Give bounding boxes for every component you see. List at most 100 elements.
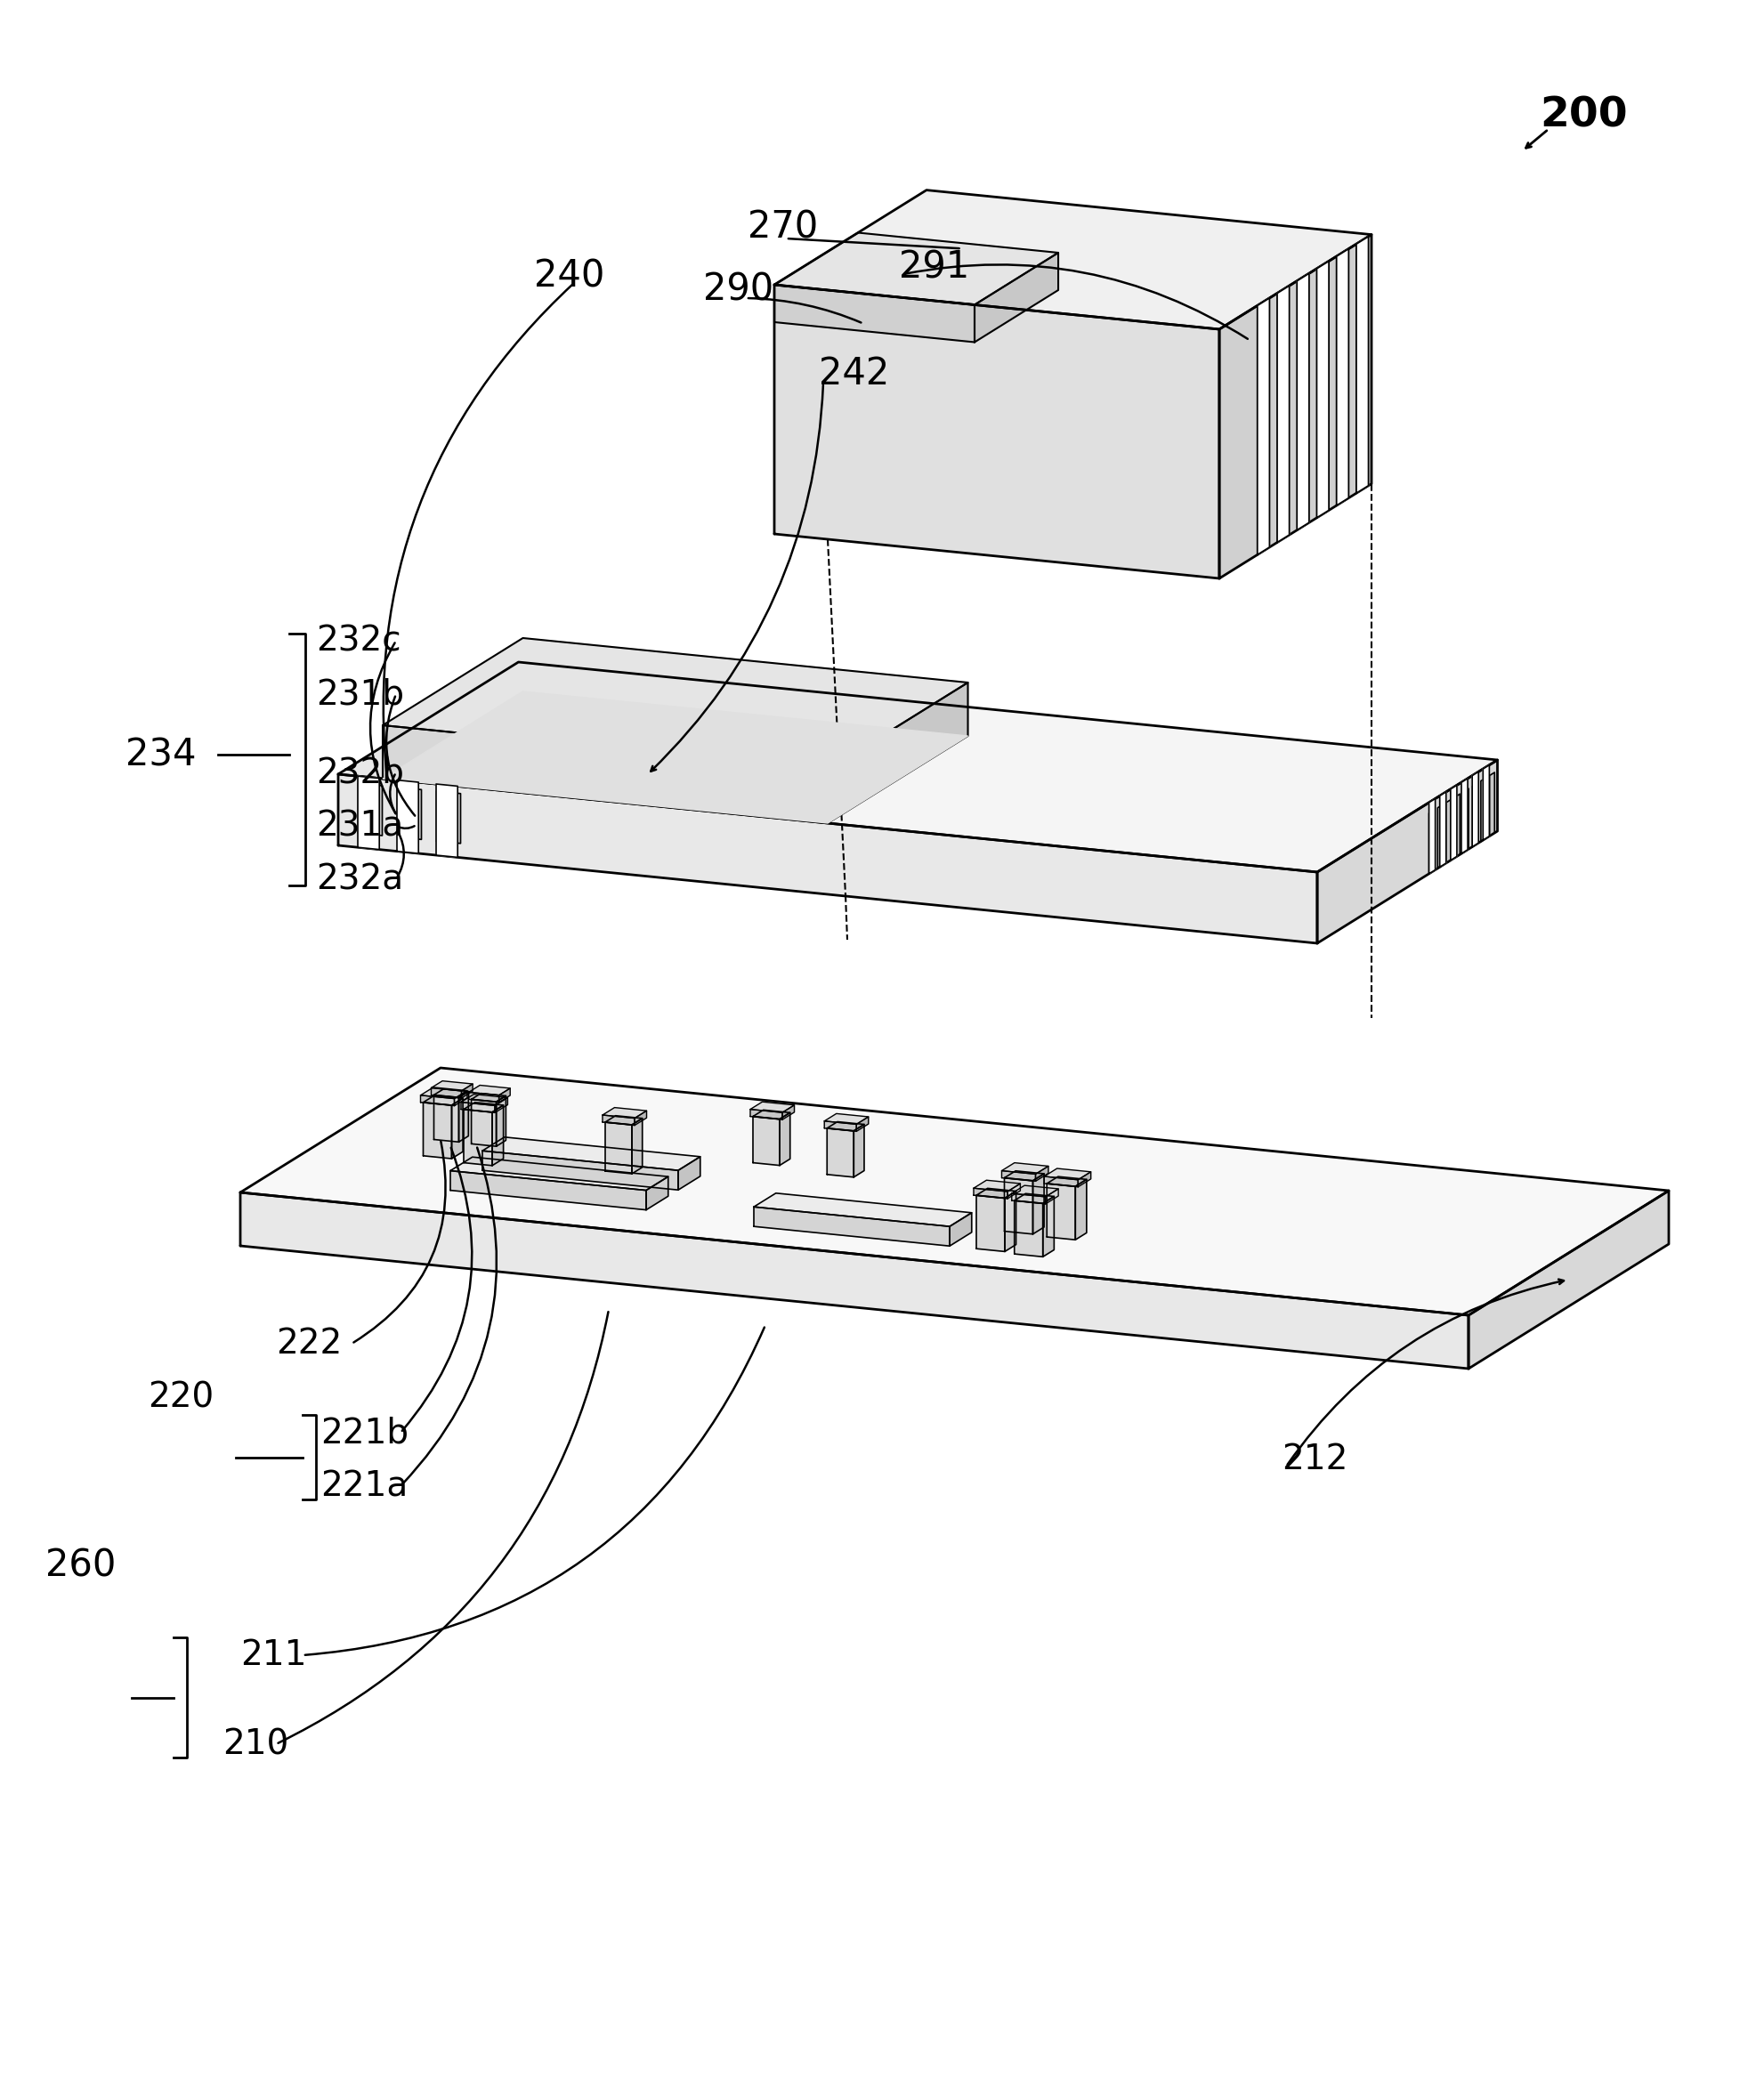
Polygon shape — [753, 1116, 780, 1166]
Polygon shape — [383, 638, 968, 770]
Polygon shape — [774, 190, 1371, 329]
Polygon shape — [1004, 1178, 1034, 1235]
Polygon shape — [974, 1180, 1020, 1191]
Polygon shape — [1034, 1174, 1044, 1235]
Polygon shape — [436, 785, 457, 858]
Polygon shape — [1337, 249, 1349, 507]
Polygon shape — [646, 1176, 669, 1210]
Polygon shape — [603, 1116, 635, 1126]
Polygon shape — [471, 1099, 496, 1147]
Polygon shape — [856, 1118, 868, 1132]
Polygon shape — [464, 1109, 492, 1166]
Polygon shape — [450, 1157, 669, 1191]
Polygon shape — [471, 1093, 506, 1101]
Polygon shape — [462, 1084, 473, 1099]
Polygon shape — [605, 1116, 642, 1124]
Polygon shape — [1004, 1170, 1044, 1180]
Text: 220: 220 — [148, 1379, 213, 1415]
Polygon shape — [459, 1093, 469, 1143]
Polygon shape — [1438, 804, 1443, 869]
Polygon shape — [824, 1113, 868, 1124]
Polygon shape — [1429, 810, 1434, 873]
Polygon shape — [1318, 760, 1498, 944]
Polygon shape — [492, 1105, 503, 1166]
Polygon shape — [436, 791, 460, 843]
Polygon shape — [753, 1193, 972, 1226]
Polygon shape — [1076, 1180, 1087, 1239]
Polygon shape — [1014, 1193, 1055, 1203]
Polygon shape — [1258, 297, 1270, 555]
Polygon shape — [452, 1099, 462, 1160]
Text: 210: 210 — [222, 1727, 289, 1760]
Text: 222: 222 — [275, 1327, 342, 1360]
Polygon shape — [827, 682, 968, 823]
Polygon shape — [469, 1086, 510, 1095]
Polygon shape — [1007, 1183, 1020, 1199]
Polygon shape — [1005, 1191, 1016, 1252]
Polygon shape — [827, 1122, 864, 1130]
Polygon shape — [974, 253, 1058, 341]
Polygon shape — [1046, 1176, 1087, 1187]
Polygon shape — [1473, 783, 1476, 848]
Polygon shape — [455, 1090, 467, 1105]
Text: 200: 200 — [1540, 96, 1628, 136]
Text: 232c: 232c — [316, 624, 400, 657]
Text: 240: 240 — [534, 257, 605, 295]
Polygon shape — [1002, 1164, 1048, 1174]
Text: 231a: 231a — [316, 808, 404, 843]
Polygon shape — [464, 1103, 503, 1111]
Polygon shape — [1316, 262, 1328, 517]
Polygon shape — [430, 1088, 462, 1099]
Text: 260: 260 — [46, 1547, 116, 1584]
Polygon shape — [1489, 772, 1494, 835]
Polygon shape — [240, 1193, 1468, 1369]
Polygon shape — [677, 1157, 700, 1191]
Polygon shape — [854, 1124, 864, 1176]
Text: 232b: 232b — [316, 756, 404, 789]
Polygon shape — [603, 1107, 647, 1118]
Polygon shape — [1046, 1183, 1076, 1239]
Polygon shape — [974, 1189, 1007, 1199]
Polygon shape — [774, 285, 1219, 578]
Polygon shape — [434, 1088, 469, 1097]
Text: 231b: 231b — [316, 678, 404, 712]
Polygon shape — [1002, 1170, 1035, 1180]
Polygon shape — [1473, 772, 1478, 848]
Polygon shape — [460, 1103, 496, 1113]
Polygon shape — [482, 1136, 700, 1170]
Text: 242: 242 — [818, 356, 889, 393]
Polygon shape — [358, 777, 379, 850]
Polygon shape — [469, 1093, 499, 1103]
Text: 291: 291 — [900, 249, 970, 285]
Polygon shape — [1013, 1185, 1058, 1197]
Polygon shape — [383, 691, 968, 823]
Polygon shape — [1439, 791, 1446, 867]
Polygon shape — [824, 1122, 856, 1132]
Polygon shape — [1450, 785, 1457, 860]
Polygon shape — [635, 1111, 647, 1126]
Polygon shape — [482, 1151, 677, 1191]
Text: 290: 290 — [704, 270, 774, 308]
Polygon shape — [753, 1109, 790, 1120]
Text: 270: 270 — [748, 207, 818, 245]
Polygon shape — [430, 1080, 473, 1090]
Polygon shape — [434, 1095, 459, 1143]
Polygon shape — [632, 1118, 642, 1174]
Polygon shape — [949, 1212, 972, 1245]
Polygon shape — [1357, 237, 1369, 494]
Polygon shape — [240, 1067, 1669, 1314]
Polygon shape — [1464, 789, 1469, 852]
Polygon shape — [496, 1097, 506, 1147]
Polygon shape — [1013, 1193, 1046, 1203]
Polygon shape — [1035, 1166, 1048, 1180]
Polygon shape — [750, 1101, 794, 1113]
Polygon shape — [1480, 779, 1485, 841]
Polygon shape — [383, 726, 827, 823]
Text: 234: 234 — [125, 737, 196, 772]
Text: 232a: 232a — [316, 862, 404, 896]
Text: 212: 212 — [1282, 1442, 1348, 1476]
Polygon shape — [1078, 1172, 1090, 1187]
Polygon shape — [450, 1170, 646, 1210]
Polygon shape — [1468, 1191, 1669, 1369]
Polygon shape — [1014, 1201, 1043, 1256]
